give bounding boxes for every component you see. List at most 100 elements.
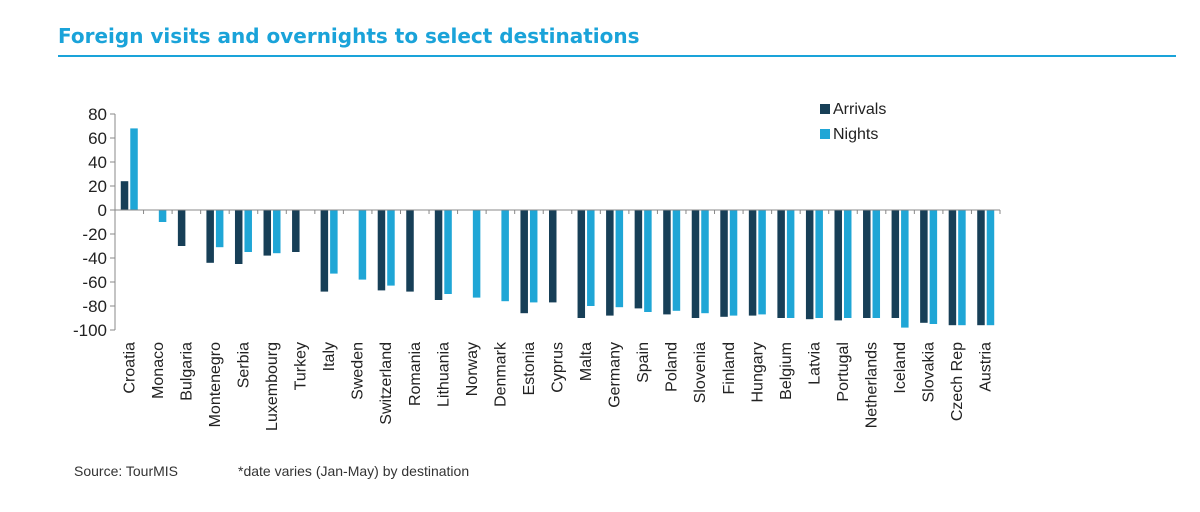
bar-nights-latvia [815, 210, 823, 318]
x-tick-label: Monaco [150, 342, 167, 399]
y-tick-label: -80 [82, 297, 107, 316]
bar-nights-czech-rep [958, 210, 966, 326]
bar-arrivals-finland [720, 210, 728, 317]
x-tick-label: Latvia [806, 342, 823, 385]
bar-nights-estonia [529, 210, 538, 303]
bar-nights-serbia [244, 210, 252, 252]
bar-arrivals-austria [977, 210, 985, 326]
x-tick-label: Lithuania [435, 342, 452, 407]
bar-nights-netherlands [872, 210, 881, 318]
title-underline [58, 55, 1176, 57]
bar-nights-malta [587, 210, 595, 306]
y-tick-label: 40 [88, 153, 107, 172]
bar-arrivals-croatia [120, 181, 129, 210]
chart-legend: Arrivals Nights [820, 101, 886, 143]
bar-arrivals-romania [406, 210, 414, 292]
bar-nights-slovakia [929, 210, 938, 324]
bar-nights-portugal [843, 210, 852, 318]
bar-arrivals-turkey [292, 210, 300, 252]
source-note: Source: TourMIS [74, 463, 179, 479]
bar-arrivals-slovakia [920, 210, 928, 323]
plot-area: 80 60 40 20 0 -20 -40 -60 -80 -100 Croatia Monaco Bu… [73, 105, 1001, 431]
bar-nights-lithuania [444, 210, 452, 294]
bar-nights-belgium [786, 210, 795, 318]
x-tick-label: Netherlands [864, 342, 881, 428]
y-tick-label: -40 [82, 249, 107, 268]
bar-arrivals-montenegro [206, 210, 214, 263]
x-tick-label: Slovakia [921, 342, 938, 403]
x-tick-label: Denmark [492, 341, 509, 407]
x-tick-label: Estonia [521, 342, 538, 395]
bar-nights-iceland [901, 210, 909, 328]
x-tick-label: Austria [978, 342, 995, 392]
x-tick-label: Spain [635, 342, 652, 383]
bar-nights-switzerland [387, 210, 395, 286]
x-tick-label: Malta [578, 342, 595, 381]
bar-arrivals-italy [320, 210, 329, 292]
x-tick-label: Luxembourg [264, 342, 281, 431]
legend-swatch-nights [820, 129, 830, 139]
bar-nights-germany [615, 210, 624, 308]
legend-label-arrivals: Arrivals [833, 101, 886, 118]
legend-swatch-arrivals [820, 104, 830, 114]
bar-arrivals-poland [663, 210, 671, 315]
bar-arrivals-serbia [234, 210, 243, 264]
x-tick-label: Switzerland [378, 342, 395, 425]
bar-arrivals-malta [577, 210, 586, 318]
bar-nights-croatia [130, 128, 138, 210]
bar-arrivals-luxembourg [263, 210, 272, 256]
x-tick-label: Finland [721, 342, 738, 394]
x-tick-label: Croatia [121, 342, 138, 394]
bar-nights-montenegro [215, 210, 224, 248]
bar-arrivals-netherlands [863, 210, 871, 318]
x-tick-label: Portugal [835, 342, 852, 402]
bar-arrivals-estonia [520, 210, 528, 314]
bar-nights-norway [472, 210, 481, 298]
x-tick-label: Sweden [350, 342, 367, 400]
bar-arrivals-bulgaria [177, 210, 186, 246]
bar-arrivals-czech-rep [948, 210, 957, 326]
x-tick-label: Bulgaria [178, 342, 195, 401]
bar-nights-italy [330, 210, 338, 274]
bar-arrivals-iceland [891, 210, 900, 318]
x-tick-label: Montenegro [207, 342, 224, 427]
bar-arrivals-germany [606, 210, 614, 316]
bar-nights-slovenia [701, 210, 709, 314]
date-footnote: *date varies (Jan-May) by destination [238, 463, 470, 479]
y-tick-label: -20 [82, 225, 107, 244]
bar-arrivals-lithuania [434, 210, 443, 300]
bar-arrivals-latvia [805, 210, 814, 320]
x-tick-label: Iceland [892, 342, 909, 394]
y-tick-label: 0 [98, 201, 107, 220]
bar-arrivals-cyprus [549, 210, 557, 303]
x-tick-label: Slovenia [692, 342, 709, 403]
bar-nights-poland [672, 210, 681, 311]
bar-nights-hungary [758, 210, 766, 315]
x-tick-label: Belgium [778, 342, 795, 400]
x-tick-label: Turkey [293, 342, 310, 390]
bar-arrivals-switzerland [377, 210, 386, 291]
x-tick-label: Serbia [235, 342, 252, 388]
bar-arrivals-portugal [834, 210, 842, 321]
bar-arrivals-slovenia [691, 210, 700, 318]
bar-chart: 80 60 40 20 0 -20 -40 -60 -80 -100 Croatia Monaco Bu… [73, 101, 1001, 431]
x-tick-label: Norway [464, 342, 481, 396]
x-tick-label: Romania [407, 342, 424, 406]
legend-label-nights: Nights [833, 126, 878, 143]
bar-nights-denmark [501, 210, 509, 302]
y-tick-label: -100 [73, 321, 107, 340]
x-tick-label: Italy [321, 342, 338, 371]
bar-arrivals-hungary [748, 210, 757, 316]
y-tick-label: 60 [88, 129, 107, 148]
chart-title: Foreign visits and overnights to select … [58, 24, 640, 48]
bar-arrivals-spain [634, 210, 643, 309]
bar-nights-spain [644, 210, 652, 312]
y-tick-label: -60 [82, 273, 107, 292]
x-tick-label: Czech Rep [949, 342, 966, 421]
bar-nights-luxembourg [273, 210, 281, 254]
y-tick-label: 20 [88, 177, 107, 196]
y-tick-label: 80 [88, 105, 107, 124]
x-tick-label: Germany [607, 342, 624, 408]
bar-nights-austria [986, 210, 995, 326]
bar-arrivals-belgium [777, 210, 785, 318]
